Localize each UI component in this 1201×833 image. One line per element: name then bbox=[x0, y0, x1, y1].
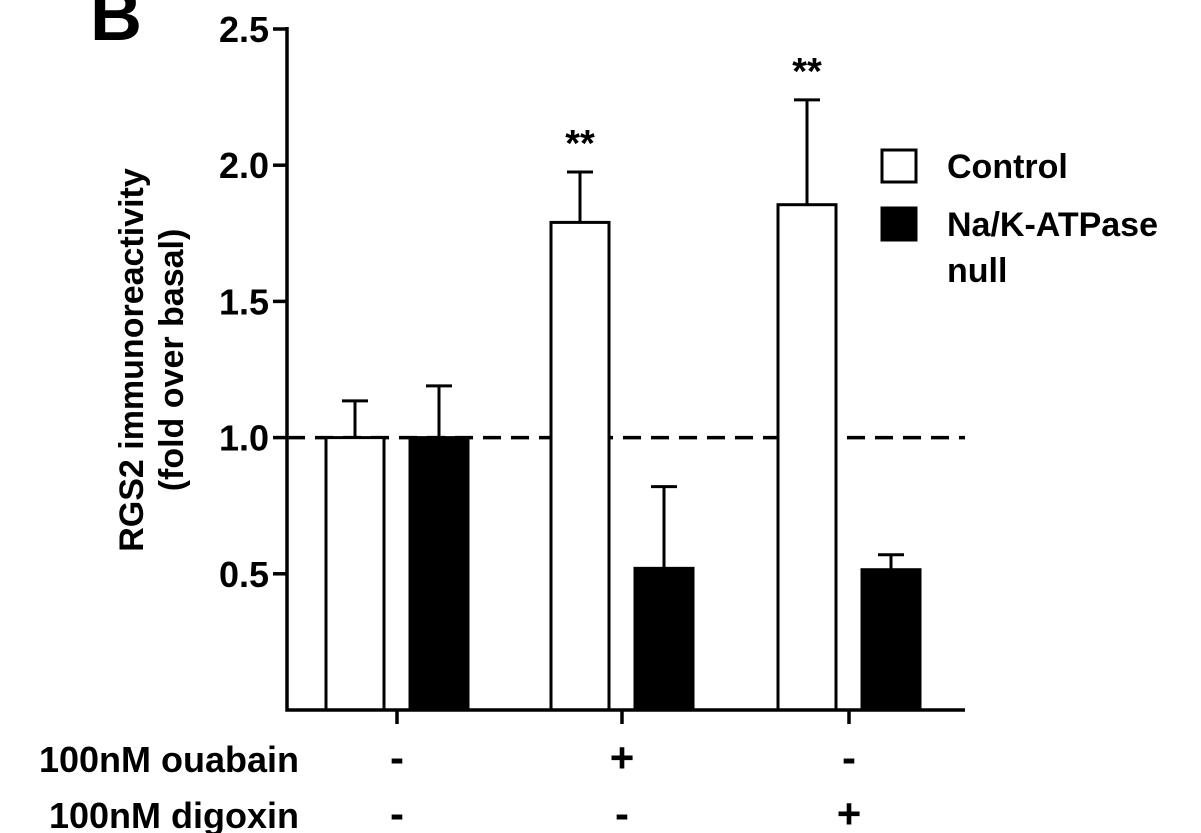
bar bbox=[860, 568, 922, 712]
y-axis-label-line2: (fold over basal) bbox=[153, 229, 191, 492]
condition-mark: - bbox=[842, 734, 856, 781]
legend-swatch-control bbox=[880, 148, 918, 184]
condition-mark: - bbox=[390, 734, 404, 781]
y-tick-label: 1.5 bbox=[219, 281, 269, 322]
legend-label-null-line1: Na/K-ATPase bbox=[947, 206, 1158, 244]
condition-label: 100nM ouabain bbox=[39, 739, 299, 780]
plot-area: ** ** 0.5 1.0 1.5 2.0 2.5 100nM ouabain - + - 100nM… bbox=[39, 9, 965, 833]
bar bbox=[549, 220, 611, 712]
bar bbox=[408, 436, 470, 712]
y-axis-label-line1: RGS2 immunoreactivity bbox=[113, 168, 151, 552]
legend-label-null-line2: null bbox=[947, 252, 1007, 290]
y-tick-label: 1.0 bbox=[219, 418, 269, 459]
condition-mark: - bbox=[390, 790, 404, 833]
y-tick-label: 2.5 bbox=[219, 9, 269, 50]
condition-label: 100nM digoxin bbox=[49, 795, 299, 833]
legend-swatch-null bbox=[880, 206, 918, 242]
bar bbox=[633, 566, 695, 712]
condition-mark: + bbox=[837, 790, 862, 833]
y-tick-label: 0.5 bbox=[219, 554, 269, 595]
condition-mark: + bbox=[610, 734, 635, 781]
panel-label: B bbox=[90, 0, 142, 56]
y-tick-label: 2.0 bbox=[219, 145, 269, 186]
condition-mark: - bbox=[615, 790, 629, 833]
significance-label: ** bbox=[565, 123, 595, 165]
legend: Control Na/K-ATPase null bbox=[880, 148, 1158, 290]
bar bbox=[776, 203, 838, 712]
significance-label: ** bbox=[792, 51, 822, 93]
legend-label-control: Control bbox=[947, 148, 1068, 186]
y-axis-label: RGS2 immunoreactivity (fold over basal) bbox=[113, 168, 191, 552]
bar bbox=[324, 436, 386, 712]
